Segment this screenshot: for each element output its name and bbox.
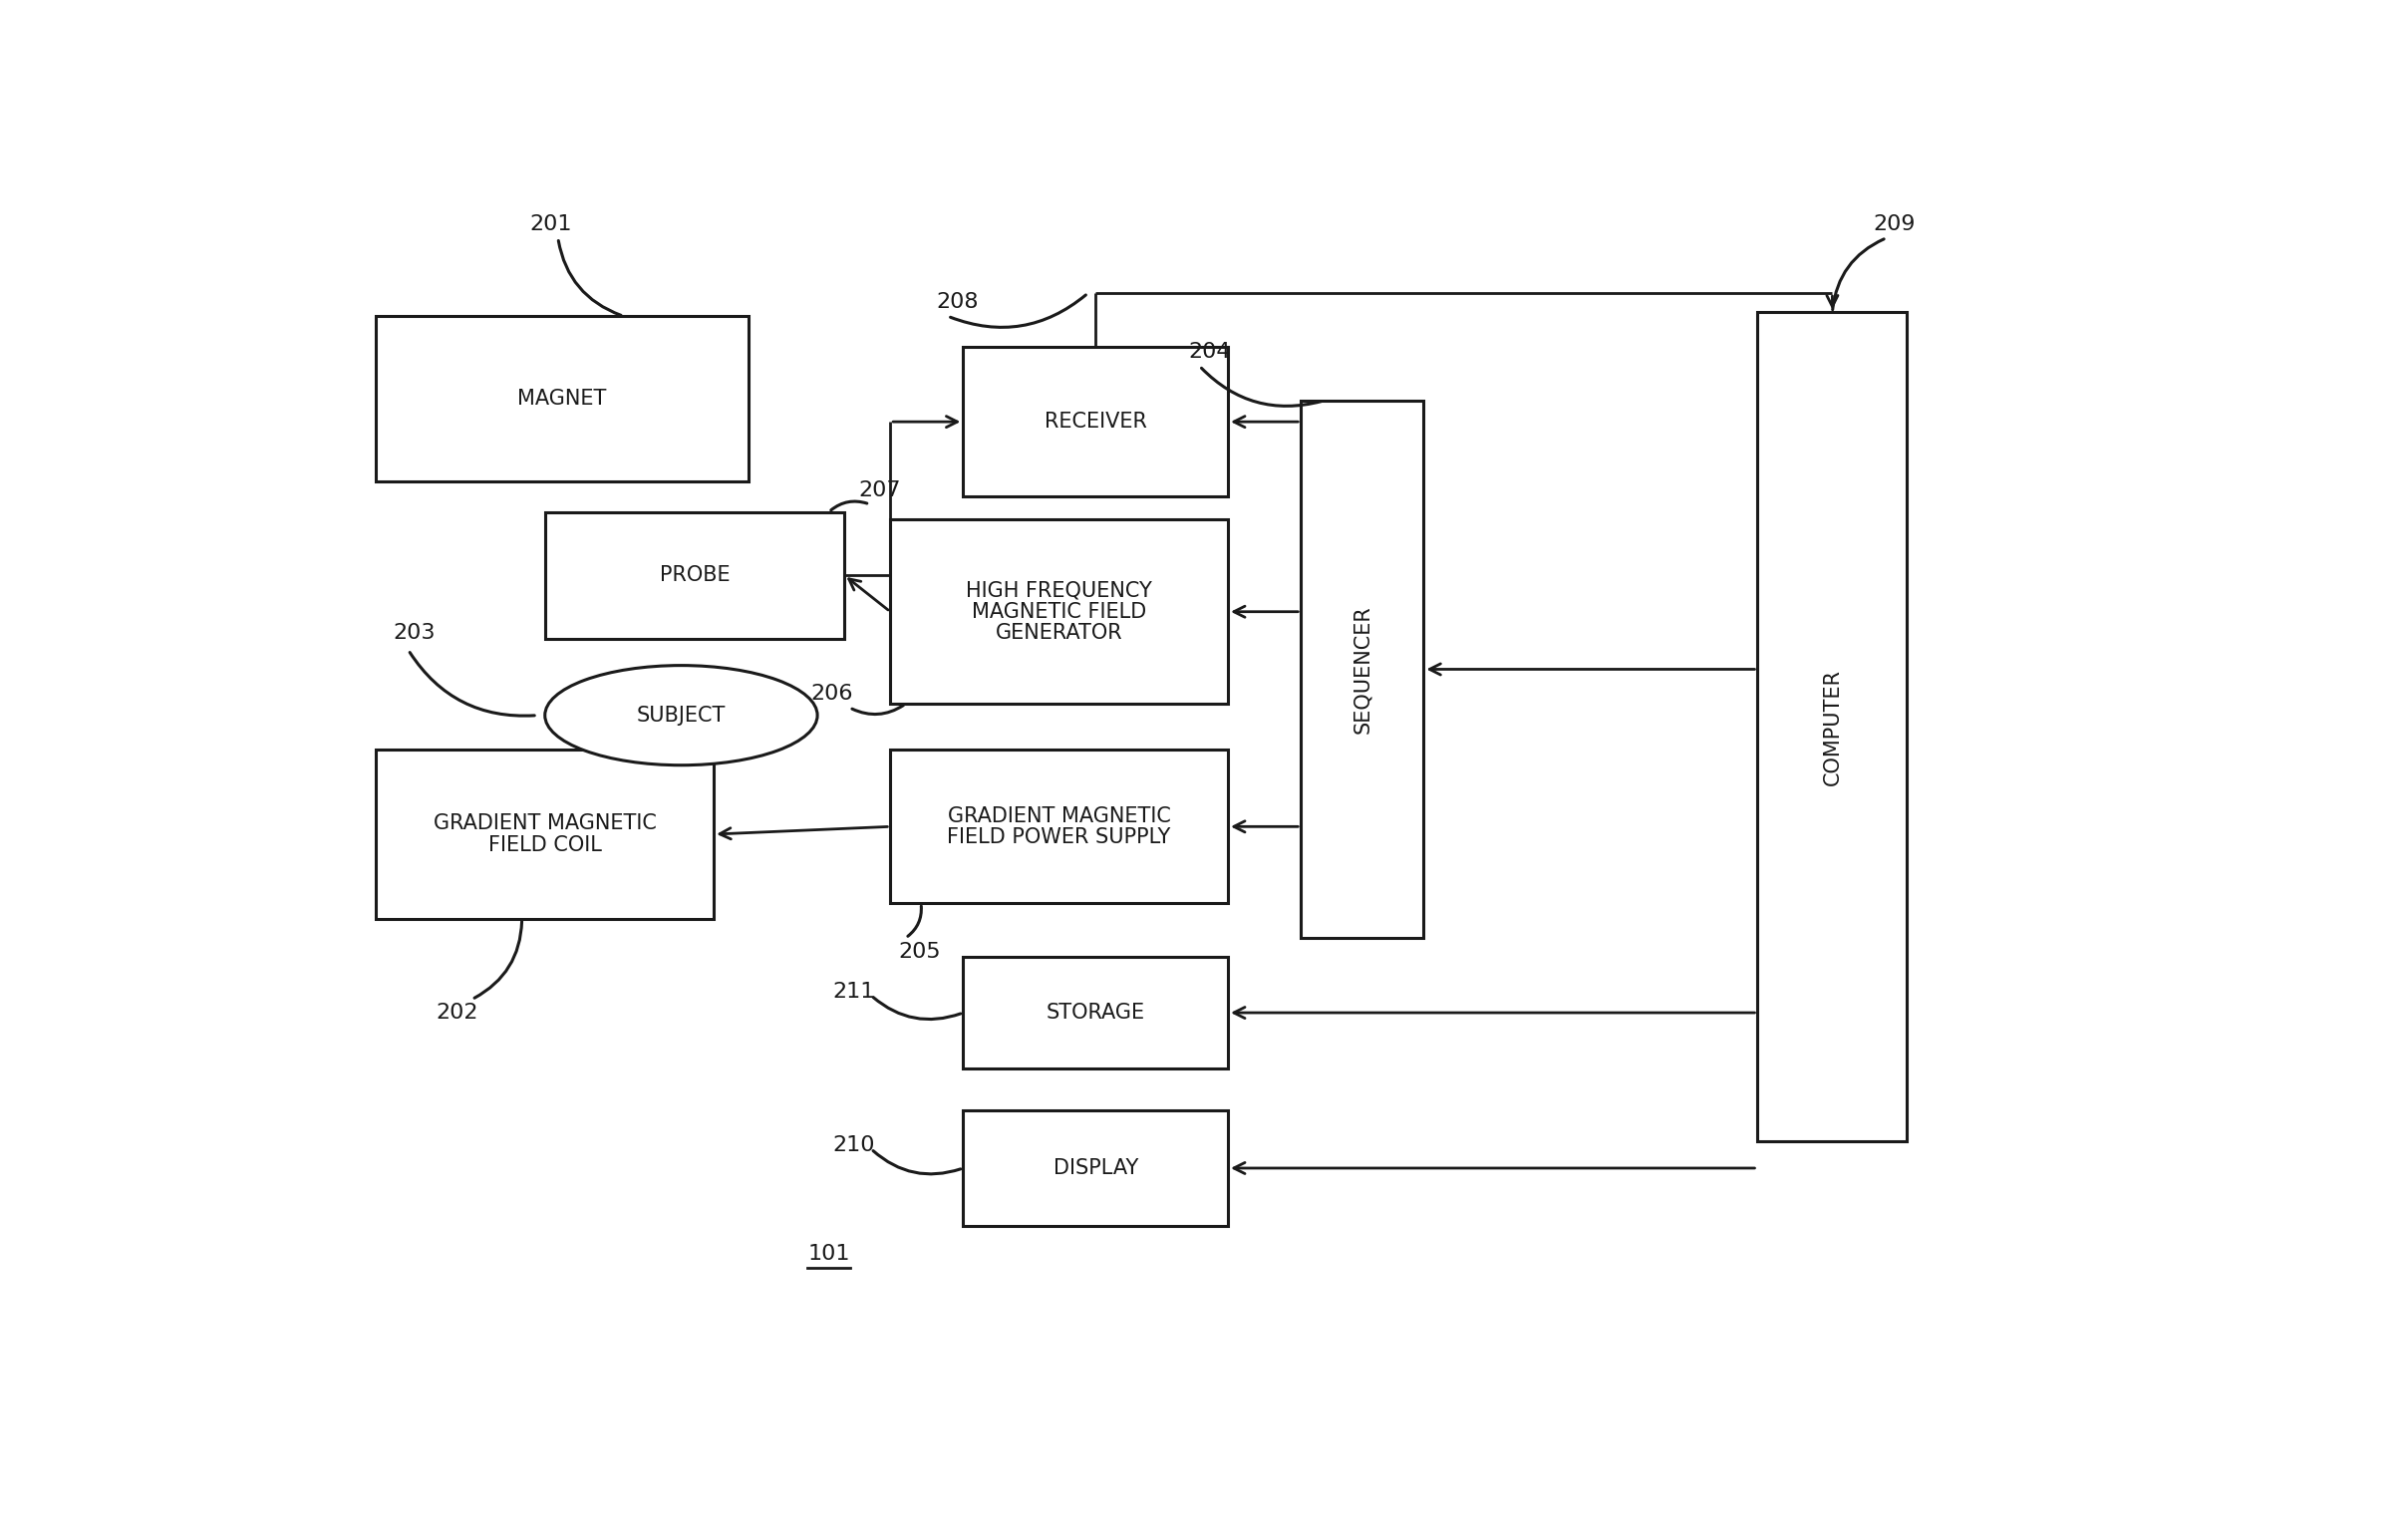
Text: 205: 205 [898,941,942,961]
Text: RECEIVER: RECEIVER [1045,412,1146,432]
Text: HIGH FREQUENCY: HIGH FREQUENCY [966,581,1153,600]
Text: GRADIENT MAGNETIC: GRADIENT MAGNETIC [433,814,657,834]
Bar [963,347,1228,497]
Text: PROBE: PROBE [660,565,730,585]
Text: COMPUTER: COMPUTER [1823,669,1842,785]
Text: SEQUENCER: SEQUENCER [1353,605,1373,734]
Bar [963,1111,1228,1225]
Text: SUBJECT: SUBJECT [636,705,725,725]
Bar [891,750,1228,904]
Text: 209: 209 [1873,214,1914,233]
Bar [963,957,1228,1069]
Bar [1758,312,1907,1142]
Text: FIELD COIL: FIELD COIL [489,835,602,855]
Text: 206: 206 [811,684,852,703]
Text: 207: 207 [857,481,901,500]
Bar [1300,400,1423,938]
Text: STORAGE: STORAGE [1045,1002,1144,1023]
Text: 202: 202 [436,1004,477,1023]
Text: 204: 204 [1187,343,1230,362]
Bar [891,520,1228,703]
Text: 101: 101 [807,1245,850,1264]
Text: 208: 208 [937,293,978,312]
Text: GENERATOR: GENERATOR [995,623,1122,643]
Bar [376,317,749,481]
Text: FIELD POWER SUPPLY: FIELD POWER SUPPLY [946,828,1170,847]
Text: 201: 201 [530,214,571,233]
Bar [376,750,713,919]
Text: DISPLAY: DISPLAY [1052,1158,1139,1178]
Ellipse shape [544,666,816,766]
Text: 211: 211 [833,982,874,1002]
Text: MAGNETIC FIELD: MAGNETIC FIELD [973,602,1146,622]
Text: 203: 203 [393,623,436,643]
Bar [544,512,845,638]
Text: GRADIENT MAGNETIC: GRADIENT MAGNETIC [949,807,1170,826]
Text: MAGNET: MAGNET [518,388,607,409]
Text: 210: 210 [833,1135,874,1155]
